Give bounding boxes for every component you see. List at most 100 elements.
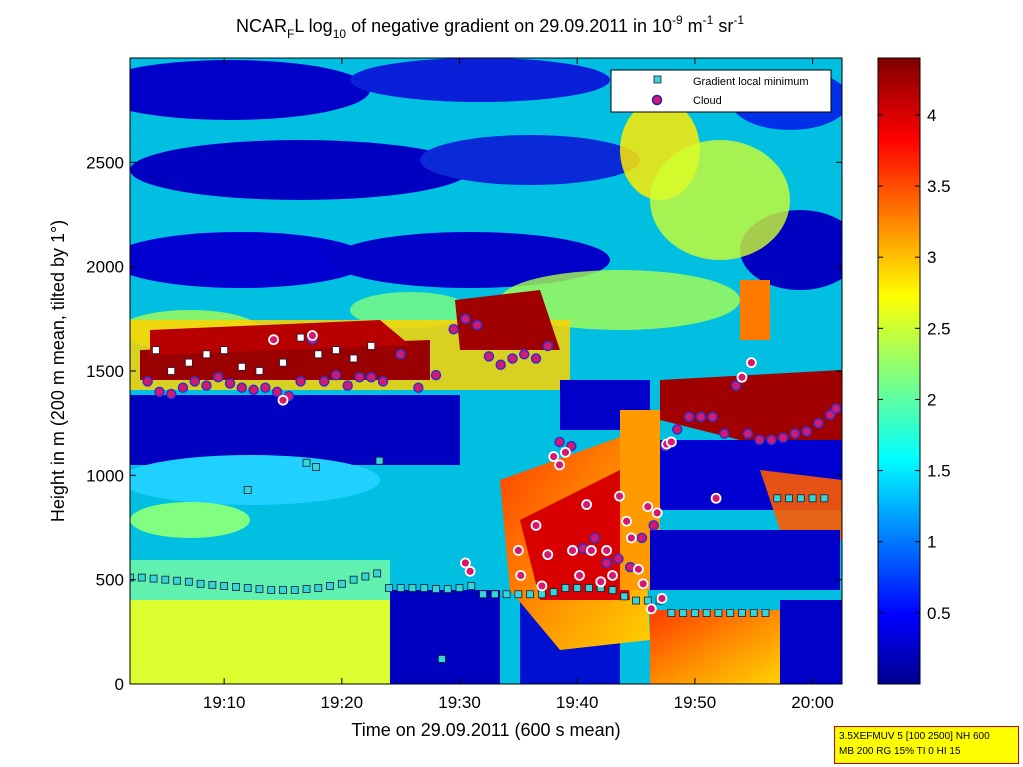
- cloud-point: [581, 499, 593, 510]
- cloud-point: [268, 334, 279, 346]
- minimum-point: [161, 575, 170, 584]
- cloud-point: [342, 380, 353, 391]
- cloud-point: [448, 324, 459, 335]
- minimum-point: [632, 596, 640, 605]
- minimum-point: [585, 584, 593, 592]
- y-tick-label: 1500: [86, 362, 124, 381]
- minimum-point: [302, 458, 311, 467]
- minimum-point: [443, 585, 452, 593]
- cloud-point: [574, 570, 585, 581]
- minimum-point: [243, 486, 252, 494]
- cloud-point: [248, 384, 259, 396]
- cloud-point: [648, 520, 659, 531]
- minimum-point: [184, 577, 193, 586]
- cloud-point: [460, 557, 471, 569]
- cloud-point: [530, 520, 542, 531]
- minimum-point: [490, 590, 499, 599]
- cloud-point: [567, 545, 578, 556]
- cloud-point: [637, 578, 649, 590]
- minimum-point: [714, 609, 723, 617]
- legend-marker-cloud: [651, 94, 663, 106]
- cloud-point: [277, 394, 289, 406]
- minimum-point: [243, 584, 252, 592]
- cloud-point: [224, 378, 236, 389]
- minimum-point: [514, 590, 523, 599]
- cloud-point: [607, 570, 618, 581]
- chart-title: NCARFL log10 of negative gradient on 29.…: [236, 13, 744, 41]
- cloud-point: [354, 372, 365, 383]
- minimum-point: [690, 609, 699, 617]
- cloud-point: [318, 376, 330, 387]
- minimum-point: [561, 584, 570, 592]
- minimum-point: [349, 354, 358, 363]
- cloud-point: [683, 411, 695, 423]
- x-tick-label: 19:20: [321, 693, 364, 712]
- minimum-point: [167, 367, 176, 375]
- colorbar-tick-label: 2: [927, 390, 936, 409]
- minimum-point: [808, 494, 817, 503]
- minimum-point: [455, 584, 464, 592]
- cloud-point: [395, 349, 406, 360]
- minimum-point: [408, 584, 417, 592]
- minimum-point: [208, 580, 217, 589]
- cloud-point: [585, 545, 597, 556]
- minimum-point: [667, 609, 676, 617]
- minimum-point: [196, 579, 205, 588]
- cloud-point: [366, 372, 377, 383]
- colorbar-tick-label: 2.5: [927, 319, 951, 338]
- minimum-point: [337, 579, 346, 588]
- cloud-point: [736, 371, 748, 383]
- cloud-point: [189, 376, 200, 387]
- cloud-point: [330, 369, 342, 381]
- minimum-point: [796, 494, 805, 503]
- cloud-point: [554, 459, 565, 471]
- cloud-point: [464, 565, 476, 577]
- cloud-point: [536, 580, 548, 592]
- cloud-point: [625, 532, 637, 544]
- cloud-point: [671, 424, 683, 435]
- cloud-point: [636, 532, 648, 544]
- cloud-point: [377, 376, 389, 387]
- cloud-point: [651, 507, 663, 519]
- cloud-point: [595, 576, 607, 588]
- y-tick-label: 2500: [86, 153, 124, 172]
- cloud-point: [730, 380, 742, 391]
- minimum-point: [279, 586, 287, 594]
- minimum-point: [702, 609, 711, 617]
- x-tick-label: 19:40: [556, 693, 599, 712]
- cloud-point: [645, 603, 657, 615]
- minimum-point: [296, 333, 305, 342]
- y-tick-label: 1000: [86, 466, 124, 485]
- cloud-point: [830, 403, 842, 414]
- cloud-point: [495, 359, 506, 370]
- minimum-point: [785, 494, 793, 503]
- minimum-point: [137, 573, 146, 582]
- cloud-point: [789, 428, 801, 439]
- cloud-point: [460, 313, 471, 325]
- cloud-point: [566, 440, 577, 452]
- cloud-point: [507, 353, 518, 364]
- cloud-point: [530, 353, 542, 364]
- minimum-point: [232, 583, 240, 591]
- legend-label-cloud: Cloud: [693, 95, 722, 107]
- cloud-point: [560, 446, 571, 458]
- minimum-point: [267, 586, 276, 594]
- cloud-point: [813, 417, 824, 429]
- minimum-point: [149, 574, 158, 583]
- minimum-point: [130, 573, 134, 582]
- minimum-point: [396, 584, 405, 592]
- cloud-point: [201, 380, 212, 391]
- cloud-point: [518, 349, 530, 360]
- parameter-info-box: 3.5XEFMUV 5 [100 2500] NH 600 MB 200 RG …: [834, 726, 1019, 764]
- minimum-point: [361, 572, 370, 581]
- colorbar-tick-label: 4: [927, 106, 936, 125]
- cloud-point: [307, 330, 318, 341]
- cloud-point: [271, 386, 283, 398]
- cloud-point: [213, 372, 224, 383]
- cloud-point: [548, 451, 560, 462]
- minimum-point: [643, 596, 652, 605]
- cloud-point: [413, 382, 424, 393]
- cloud-point: [614, 490, 625, 502]
- colorbar-tick-label: 0.5: [927, 604, 951, 623]
